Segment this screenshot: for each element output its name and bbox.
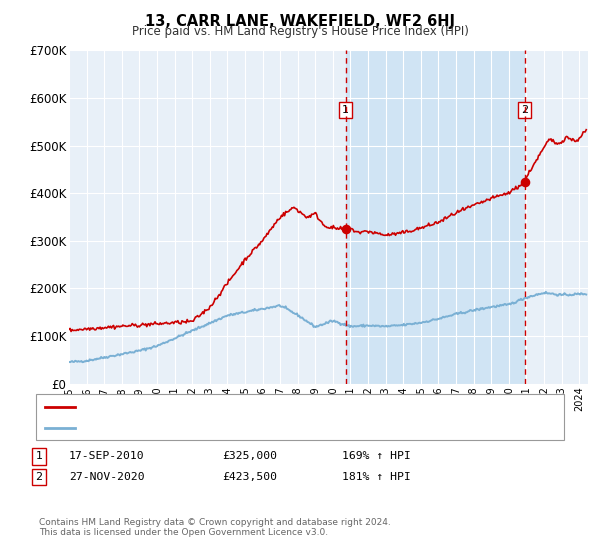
Text: 2: 2 xyxy=(35,472,43,482)
Text: 13, CARR LANE, WAKEFIELD, WF2 6HJ: 13, CARR LANE, WAKEFIELD, WF2 6HJ xyxy=(145,14,455,29)
Text: £325,000: £325,000 xyxy=(222,451,277,461)
Text: £423,500: £423,500 xyxy=(222,472,277,482)
Text: 1: 1 xyxy=(35,451,43,461)
Text: 169% ↑ HPI: 169% ↑ HPI xyxy=(342,451,411,461)
Text: 13, CARR LANE, WAKEFIELD, WF2 6HJ (semi-detached house): 13, CARR LANE, WAKEFIELD, WF2 6HJ (semi-… xyxy=(81,402,416,412)
Text: Contains HM Land Registry data © Crown copyright and database right 2024.
This d: Contains HM Land Registry data © Crown c… xyxy=(39,518,391,538)
Text: HPI: Average price, semi-detached house, Wakefield: HPI: Average price, semi-detached house,… xyxy=(81,423,367,433)
Point xyxy=(520,178,529,186)
Text: 2: 2 xyxy=(521,105,528,115)
Text: 1: 1 xyxy=(342,105,349,115)
Point xyxy=(341,225,350,234)
Bar xyxy=(346,50,524,384)
Text: Price paid vs. HM Land Registry's House Price Index (HPI): Price paid vs. HM Land Registry's House … xyxy=(131,25,469,38)
Text: 17-SEP-2010: 17-SEP-2010 xyxy=(69,451,145,461)
Text: 27-NOV-2020: 27-NOV-2020 xyxy=(69,472,145,482)
Text: 181% ↑ HPI: 181% ↑ HPI xyxy=(342,472,411,482)
